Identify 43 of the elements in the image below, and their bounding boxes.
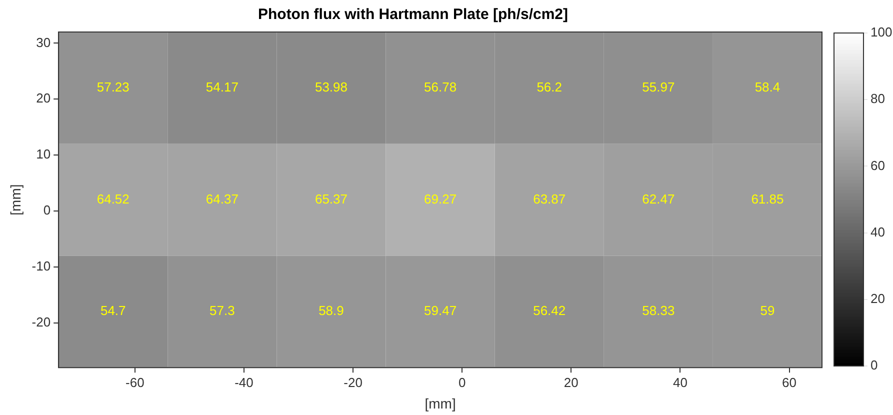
- y-tick-label: -10: [32, 258, 51, 274]
- data-label: 64.52: [96, 191, 130, 206]
- y-tick-label: -20: [32, 314, 51, 330]
- data-label: 58.4: [754, 80, 780, 95]
- y-tick-label: 30: [36, 34, 51, 50]
- data-label: 56.2: [536, 80, 562, 95]
- color-bar-label: 0: [870, 358, 878, 373]
- color-bar-label: 100: [870, 24, 892, 40]
- data-label: 57.23: [96, 80, 130, 95]
- color-bar-label: 60: [870, 158, 885, 173]
- chart-title: Photon flux with Hartmann Plate [ph/s/cm2]: [258, 6, 568, 24]
- data-label: 57.3: [210, 303, 235, 318]
- x-tick-label: 40: [672, 374, 688, 390]
- data-label: 69.27: [424, 191, 457, 206]
- y-axis-title: [mm]: [7, 184, 24, 216]
- color-bar-label: 40: [870, 224, 885, 240]
- x-axis-title: [mm]: [424, 395, 456, 412]
- x-tick-label: 20: [564, 374, 578, 390]
- data-label: 56.78: [424, 80, 457, 95]
- data-label: 59: [760, 303, 775, 318]
- x-tick-label: -20: [344, 374, 362, 390]
- data-label: 59.47: [424, 303, 457, 318]
- data-label: 61.85: [751, 191, 784, 206]
- x-tick-label: -40: [234, 374, 254, 390]
- y-tick-label: 10: [36, 146, 51, 162]
- data-label: 54.7: [100, 303, 126, 318]
- color-bar-label: 80: [870, 91, 885, 106]
- data-label: 56.42: [533, 303, 566, 318]
- x-tick-label: 60: [782, 374, 797, 390]
- data-label: 58.33: [642, 303, 675, 318]
- data-label: 55.97: [642, 80, 675, 95]
- data-label: 64.37: [206, 191, 238, 206]
- data-label: 53.98: [314, 80, 348, 95]
- color-bar-label: 20: [870, 290, 885, 306]
- data-label: 63.87: [533, 191, 566, 206]
- x-tick-label: 0: [458, 374, 466, 390]
- y-tick-label: 20: [36, 90, 51, 106]
- data-label: 54.17: [206, 80, 238, 95]
- y-tick-label: 0: [43, 202, 51, 218]
- data-label: 65.37: [314, 191, 348, 206]
- x-tick-label: -60: [126, 374, 144, 390]
- data-label: 58.9: [318, 303, 344, 318]
- data-label: 62.47: [642, 191, 675, 206]
